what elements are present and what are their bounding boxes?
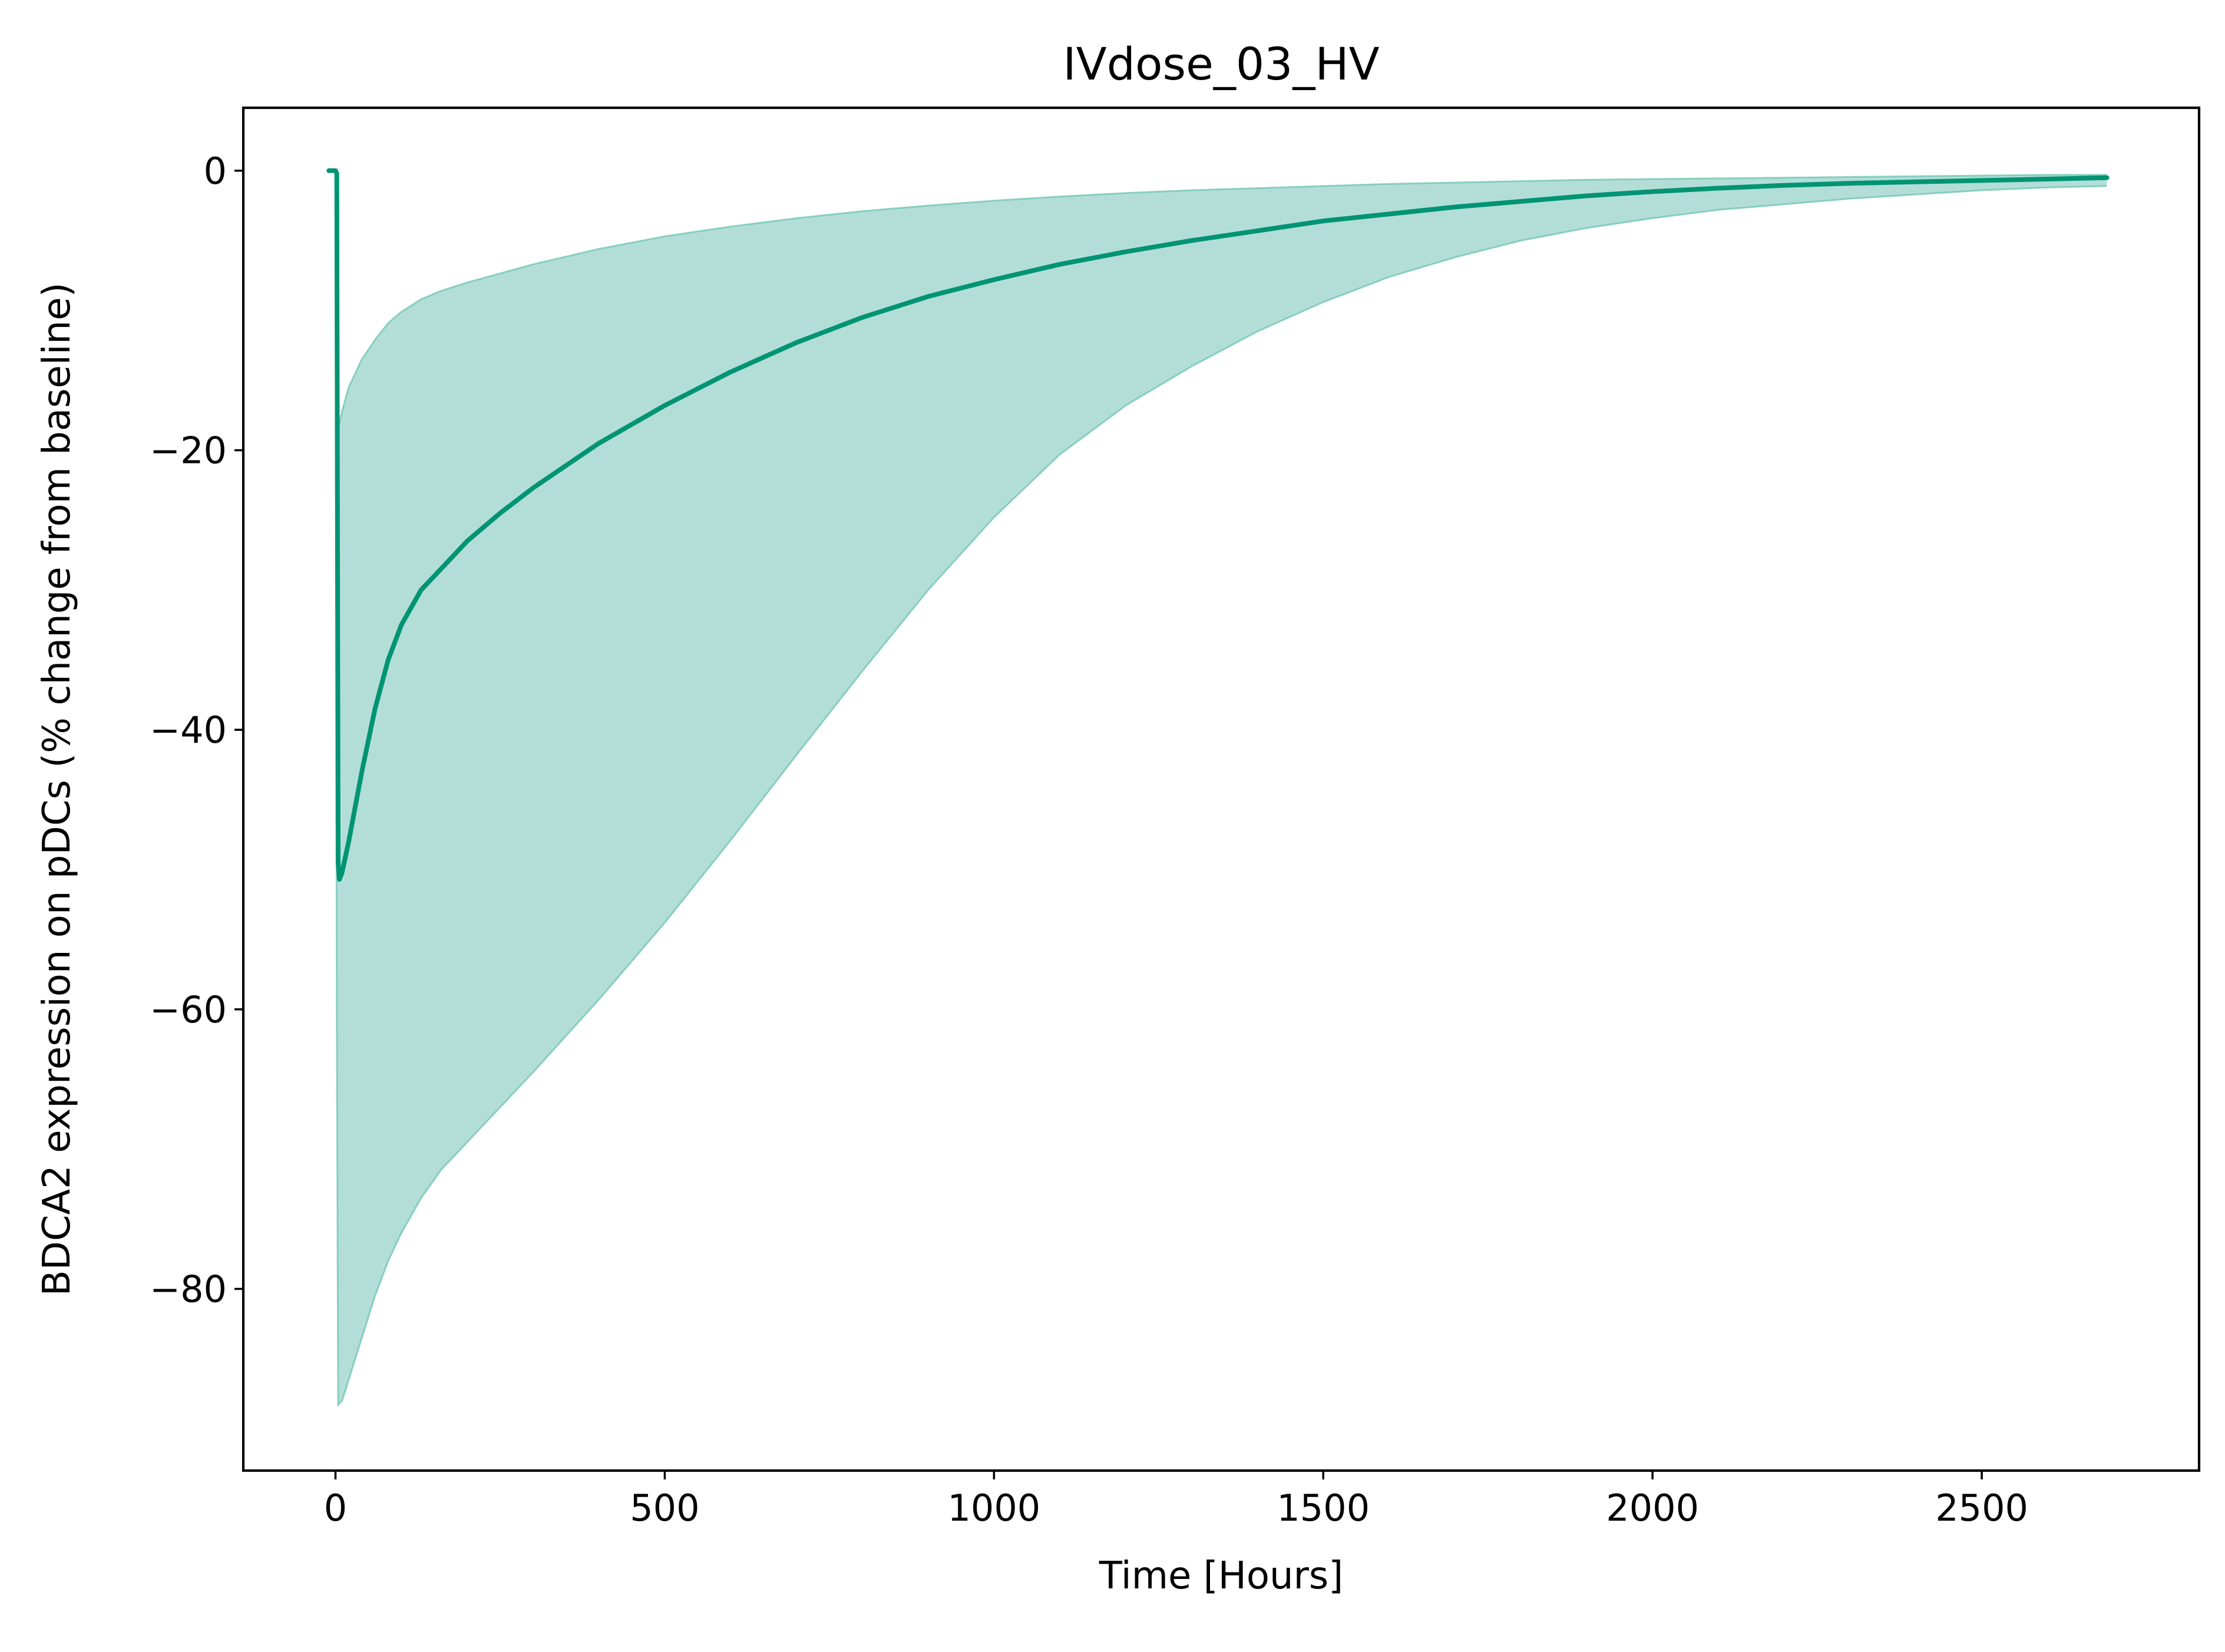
x-tick-label: 2500 bbox=[1935, 1487, 2028, 1529]
plot-area bbox=[326, 168, 2110, 1408]
median-line bbox=[326, 168, 2110, 882]
y-axis-label: BDCA2 expression on pDCs (% change from … bbox=[35, 283, 79, 1296]
y-tick-label: −80 bbox=[150, 1267, 227, 1310]
y-tick-label: −40 bbox=[150, 709, 227, 751]
x-tick-label: 1000 bbox=[947, 1487, 1040, 1529]
chart-title: IVdose_03_HV bbox=[1063, 38, 1379, 90]
x-tick-label: 0 bbox=[324, 1487, 347, 1529]
x-tick-label: 2000 bbox=[1606, 1487, 1699, 1529]
x-axis: 0 500 1000 1500 2000 2500 bbox=[324, 1471, 2028, 1529]
y-tick-label: −60 bbox=[150, 988, 227, 1031]
x-axis-label: Time [Hours] bbox=[1099, 1554, 1343, 1598]
interval-lower-edge bbox=[335, 177, 2107, 1408]
plot-frame bbox=[242, 106, 2201, 1472]
x-tick-label: 1500 bbox=[1277, 1487, 1370, 1529]
y-axis: 0 −20 −40 −60 −80 bbox=[150, 150, 243, 1310]
prediction-interval-band bbox=[335, 174, 2107, 1405]
x-tick-label: 500 bbox=[630, 1487, 699, 1529]
y-tick-label: −20 bbox=[150, 429, 227, 472]
interval-upper-edge bbox=[335, 174, 2107, 430]
y-tick-label: 0 bbox=[204, 150, 227, 193]
